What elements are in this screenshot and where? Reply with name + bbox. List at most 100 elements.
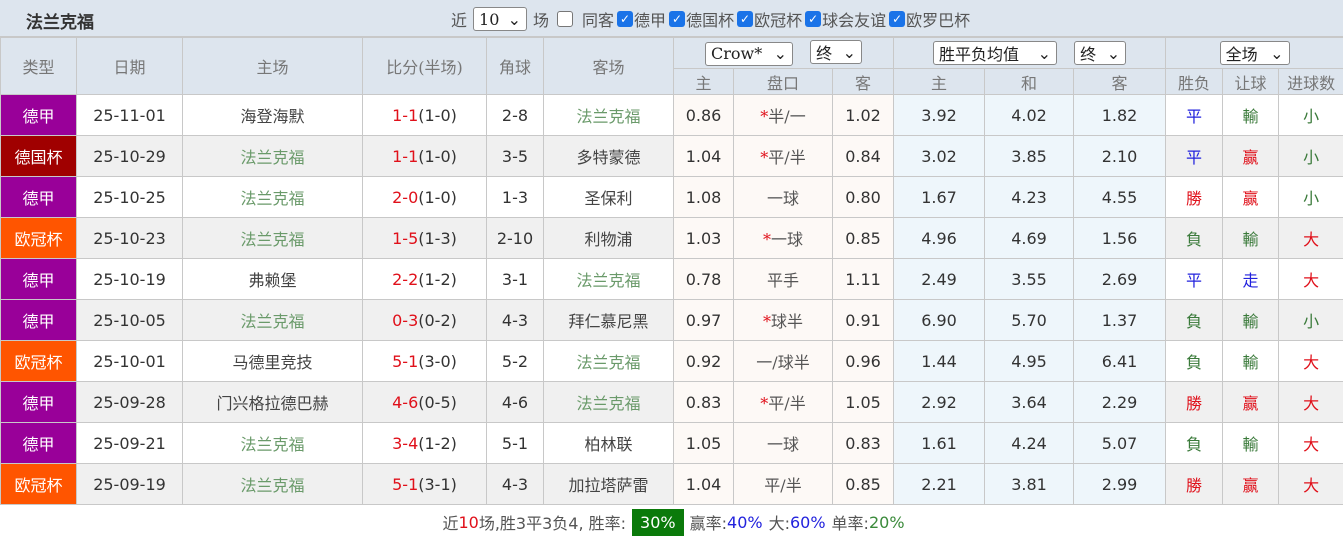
stage-select-2[interactable]: 终⌄ [1074,41,1126,65]
score[interactable]: 4-6(0-5) [363,382,487,423]
full-time-score: 4-6 [392,393,418,412]
score[interactable]: 2-0(1-0) [363,177,487,218]
over-under-result: 小 [1279,177,1343,218]
ah-home-odds: 1.05 [674,423,734,464]
handicap-value: 一球 [771,230,803,249]
competition-badge[interactable]: 欧冠杯 [1,341,77,382]
away-team[interactable]: 圣保利 [544,177,674,218]
scope-select[interactable]: 全场⌄ [1220,41,1290,65]
away-team[interactable]: 加拉塔萨雷 [544,464,674,505]
away-team[interactable]: 法兰克福 [544,341,674,382]
competition-checkbox[interactable]: ✓ [805,11,821,27]
home-team[interactable]: 法兰克福 [183,218,363,259]
eu-draw-odds: 4.24 [985,423,1074,464]
count-select[interactable]: 10⌄ [473,7,527,31]
col-ou: 进球数 [1279,69,1343,95]
score[interactable]: 1-1(1-0) [363,95,487,136]
home-team[interactable]: 门兴格拉德巴赫 [183,382,363,423]
handicap-line: *半/一 [734,95,833,136]
score[interactable]: 1-5(1-3) [363,218,487,259]
away-team[interactable]: 拜仁慕尼黑 [544,300,674,341]
eu-home-odds: 1.44 [894,341,985,382]
match-row: 欧冠杯 25-10-23 法兰克福 1-5(1-3) 2-10 利物浦 1.03… [1,218,1343,259]
eu-draw-odds: 3.85 [985,136,1074,177]
ah-home-odds: 1.04 [674,136,734,177]
competition-badge[interactable]: 德甲 [1,300,77,341]
same-label: 同客 [582,7,614,31]
match-row: 德国杯 25-10-29 法兰克福 1-1(1-0) 3-5 多特蒙德 1.04… [1,136,1343,177]
win-loss-result: 勝 [1166,464,1223,505]
half-time-score: (1-2) [418,434,457,453]
home-team[interactable]: 法兰克福 [183,423,363,464]
away-team[interactable]: 法兰克福 [544,382,674,423]
competition-filters: ✓德甲✓德国杯✓欧冠杯✓球会友谊✓欧罗巴杯 [614,7,970,31]
col-eu-draw: 和 [985,69,1074,95]
competition-badge[interactable]: 德甲 [1,423,77,464]
away-team[interactable]: 利物浦 [544,218,674,259]
home-team[interactable]: 法兰克福 [183,136,363,177]
over-under-result: 小 [1279,95,1343,136]
handicap-result: 輸 [1223,218,1279,259]
score[interactable]: 5-1(3-1) [363,464,487,505]
eu-home-odds: 2.49 [894,259,985,300]
competition-badge[interactable]: 德甲 [1,259,77,300]
score[interactable]: 5-1(3-0) [363,341,487,382]
competition-badge[interactable]: 德国杯 [1,136,77,177]
score[interactable]: 1-1(1-0) [363,136,487,177]
over-under-result: 大 [1279,464,1343,505]
over-under-result: 大 [1279,341,1343,382]
competition-badge[interactable]: 欧冠杯 [1,218,77,259]
summary-text: 单率: [832,510,869,534]
win-loss-result: 平 [1166,259,1223,300]
competition-checkbox[interactable]: ✓ [669,11,685,27]
full-time-score: 5-1 [392,352,418,371]
match-row: 德甲 25-10-25 法兰克福 2-0(1-0) 1-3 圣保利 1.08 一… [1,177,1343,218]
full-time-score: 1-1 [392,106,418,125]
competition-label: 德甲 [634,7,666,31]
eu-away-odds: 1.56 [1074,218,1166,259]
score[interactable]: 3-4(1-2) [363,423,487,464]
half-time-score: (3-0) [418,352,457,371]
avg-select[interactable]: 胜平负均值⌄ [933,41,1057,65]
full-time-score: 5-1 [392,475,418,494]
home-team[interactable]: 弗赖堡 [183,259,363,300]
hcp-rate: 40% [727,513,763,532]
full-time-score: 1-1 [392,147,418,166]
competition-checkbox[interactable]: ✓ [617,11,633,27]
win-loss-result: 勝 [1166,382,1223,423]
result-selectors: 全场⌄ [1166,38,1343,69]
ah-away-odds: 1.05 [833,382,894,423]
away-team[interactable]: 柏林联 [544,423,674,464]
stage-select-1[interactable]: 终⌄ [810,40,862,64]
away-team[interactable]: 法兰克福 [544,259,674,300]
eu-home-odds: 3.92 [894,95,985,136]
eu-away-odds: 5.07 [1074,423,1166,464]
competition-badge[interactable]: 欧冠杯 [1,464,77,505]
home-team[interactable]: 法兰克福 [183,177,363,218]
home-team[interactable]: 马德里竞技 [183,341,363,382]
competition-label: 欧冠杯 [754,7,802,31]
match-date: 25-09-21 [77,423,183,464]
eu-away-odds: 2.10 [1074,136,1166,177]
handicap-result: 走 [1223,259,1279,300]
handicap-value: 一球 [767,189,799,208]
competition-checkbox[interactable]: ✓ [889,11,905,27]
title-bar: 法兰克福 近 10⌄ 场 同客 ✓德甲✓德国杯✓欧冠杯✓球会友谊✓欧罗巴杯 [0,0,1343,37]
competition-badge[interactable]: 德甲 [1,95,77,136]
same-checkbox[interactable] [557,11,573,27]
score[interactable]: 0-3(0-2) [363,300,487,341]
away-team[interactable]: 法兰克福 [544,95,674,136]
competition-badge[interactable]: 德甲 [1,177,77,218]
competition-checkbox[interactable]: ✓ [737,11,753,27]
competition-badge[interactable]: 德甲 [1,382,77,423]
away-team[interactable]: 多特蒙德 [544,136,674,177]
home-team[interactable]: 法兰克福 [183,300,363,341]
company-select[interactable]: Crow*⌄ [705,42,793,66]
eu-draw-odds: 3.64 [985,382,1074,423]
match-row: 欧冠杯 25-10-01 马德里竞技 5-1(3-0) 5-2 法兰克福 0.9… [1,341,1343,382]
home-team[interactable]: 海登海默 [183,95,363,136]
competition-label: 德国杯 [686,7,734,31]
home-team[interactable]: 法兰克福 [183,464,363,505]
summary-text: 大: [769,510,790,534]
score[interactable]: 2-2(1-2) [363,259,487,300]
